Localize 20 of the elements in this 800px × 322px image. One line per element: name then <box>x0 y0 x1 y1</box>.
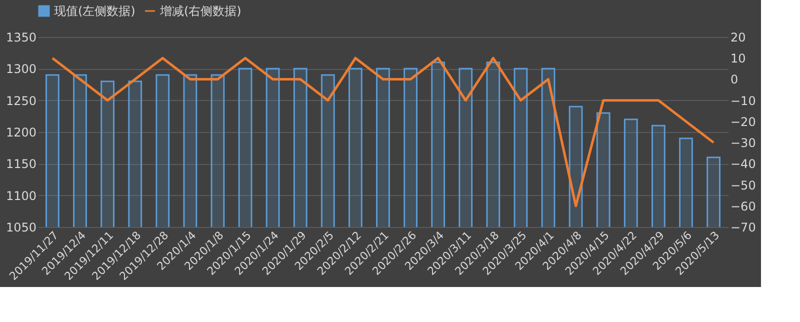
y2-tick-label: −70 <box>730 220 756 234</box>
y-tick-label: 1050 <box>6 220 36 234</box>
line-series <box>51 56 715 208</box>
y2-tick-label: −20 <box>730 114 756 129</box>
y2-tick-label: 20 <box>730 30 746 44</box>
y2-tick-label: −30 <box>730 136 756 150</box>
y-tick-label: 1250 <box>6 94 36 108</box>
y2-tick-label: −10 <box>730 94 756 108</box>
legend-label: 增减(右侧数据) <box>159 4 242 18</box>
y-tick-label: 1150 <box>6 157 36 172</box>
y-tick-label: 1350 <box>6 30 36 44</box>
legend-label: 现值(左侧数据) <box>54 4 136 18</box>
y2-tick-label: −40 <box>730 157 756 172</box>
y2-tick-label: −60 <box>730 199 756 214</box>
y2-tick-label: −50 <box>730 178 756 192</box>
y-tick-label: 1200 <box>6 126 36 140</box>
y2-tick-label: 0 <box>730 72 738 87</box>
y-tick-label: 1100 <box>6 188 36 203</box>
y-tick-label: 1300 <box>6 62 36 76</box>
y2-tick-label: 10 <box>730 52 746 66</box>
